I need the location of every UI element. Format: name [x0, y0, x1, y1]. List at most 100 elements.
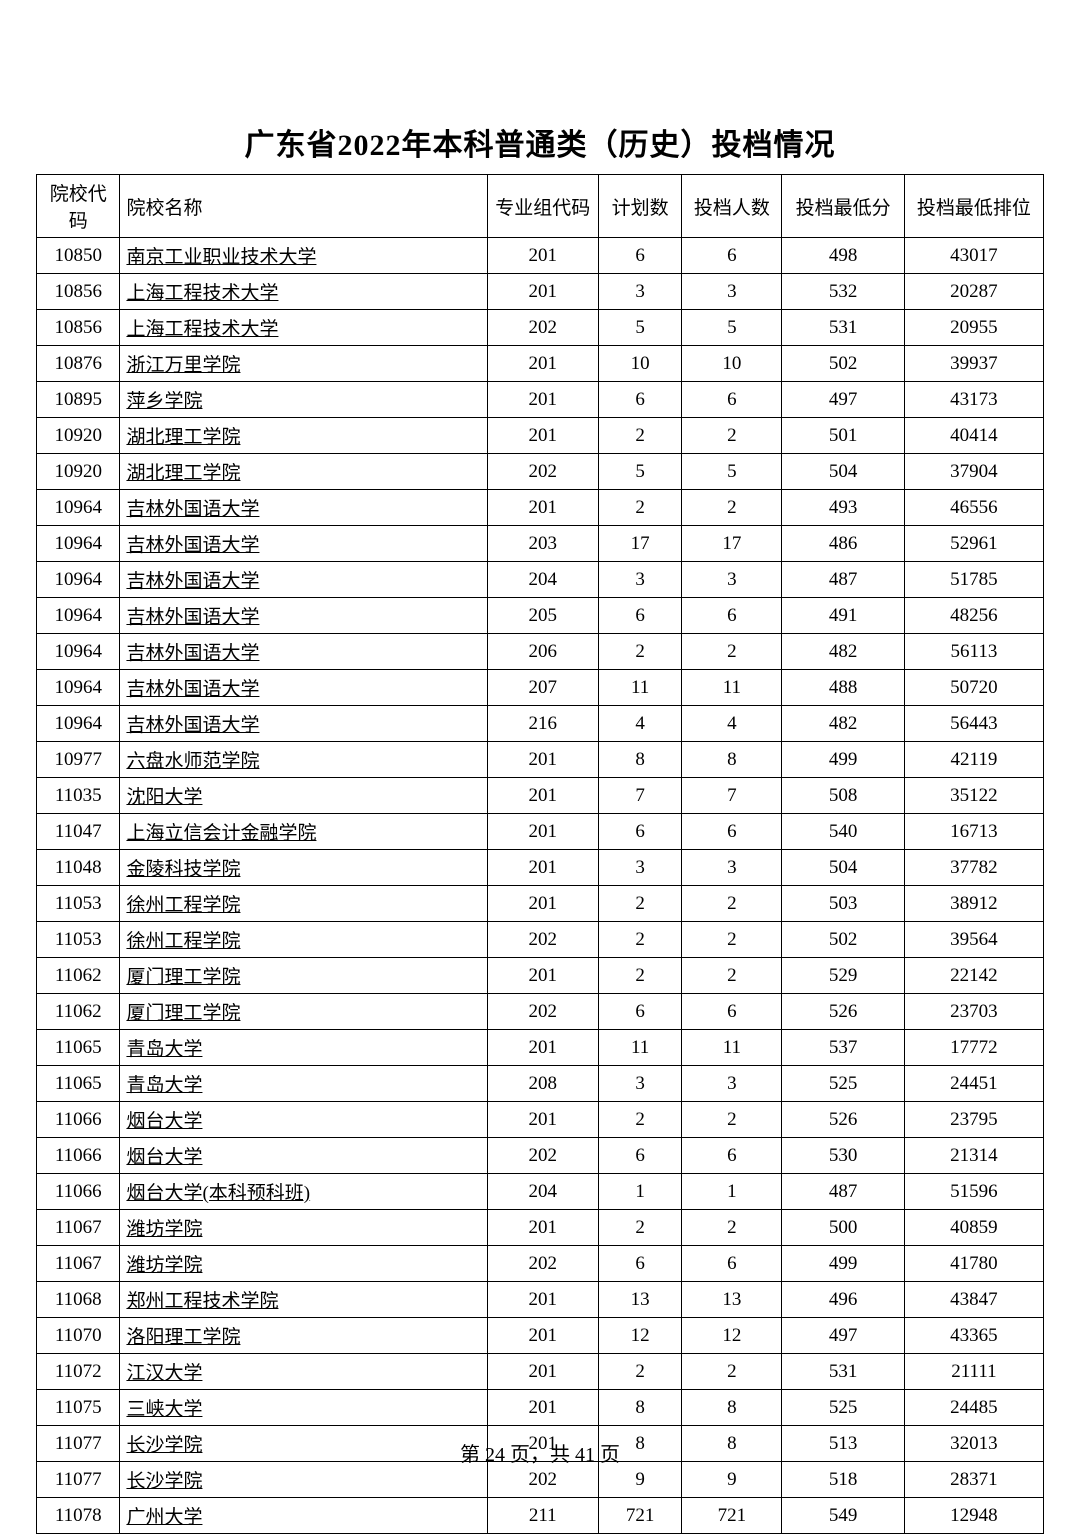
cell-score: 525 [782, 1390, 904, 1426]
cell-count: 5 [682, 454, 782, 490]
table-row: 10850南京工业职业技术大学2016649843017 [37, 238, 1044, 274]
cell-score: 482 [782, 634, 904, 670]
admission-table: 院校代码 院校名称 专业组代码 计划数 投档人数 投档最低分 投档最低排位 10… [36, 174, 1044, 1534]
table-row: 11053徐州工程学院2012250338912 [37, 886, 1044, 922]
cell-rank: 56443 [904, 706, 1043, 742]
cell-group: 204 [487, 1174, 598, 1210]
cell-code: 10920 [37, 454, 120, 490]
cell-name: 烟台大学(本科预科班) [120, 1174, 487, 1210]
cell-code: 11066 [37, 1174, 120, 1210]
table-row: 11066烟台大学(本科预科班)2041148751596 [37, 1174, 1044, 1210]
cell-score: 504 [782, 454, 904, 490]
cell-plan: 6 [598, 238, 681, 274]
cell-code: 11070 [37, 1318, 120, 1354]
cell-name: 洛阳理工学院 [120, 1318, 487, 1354]
cell-score: 532 [782, 274, 904, 310]
cell-count: 4 [682, 706, 782, 742]
cell-code: 11067 [37, 1246, 120, 1282]
table-row: 10977六盘水师范学院2018849942119 [37, 742, 1044, 778]
cell-name: 六盘水师范学院 [120, 742, 487, 778]
table-body: 10850南京工业职业技术大学201664984301710856上海工程技术大… [37, 238, 1044, 1534]
table-row: 11066烟台大学2026653021314 [37, 1138, 1044, 1174]
cell-code: 10964 [37, 562, 120, 598]
cell-rank: 38912 [904, 886, 1043, 922]
cell-group: 201 [487, 778, 598, 814]
header-score: 投档最低分 [782, 175, 904, 238]
cell-name: 吉林外国语大学 [120, 526, 487, 562]
cell-name: 潍坊学院 [120, 1210, 487, 1246]
cell-count: 17 [682, 526, 782, 562]
cell-plan: 2 [598, 1210, 681, 1246]
cell-score: 529 [782, 958, 904, 994]
cell-group: 203 [487, 526, 598, 562]
cell-score: 497 [782, 1318, 904, 1354]
cell-group: 201 [487, 274, 598, 310]
table-row: 11065青岛大学2083352524451 [37, 1066, 1044, 1102]
cell-score: 499 [782, 742, 904, 778]
cell-plan: 11 [598, 670, 681, 706]
cell-plan: 3 [598, 562, 681, 598]
cell-plan: 11 [598, 1030, 681, 1066]
cell-score: 531 [782, 310, 904, 346]
cell-count: 2 [682, 490, 782, 526]
cell-plan: 6 [598, 598, 681, 634]
cell-name: 金陵科技学院 [120, 850, 487, 886]
cell-plan: 12 [598, 1318, 681, 1354]
cell-rank: 39937 [904, 346, 1043, 382]
cell-rank: 21111 [904, 1354, 1043, 1390]
cell-score: 531 [782, 1354, 904, 1390]
cell-score: 540 [782, 814, 904, 850]
cell-code: 10850 [37, 238, 120, 274]
cell-count: 8 [682, 742, 782, 778]
cell-rank: 21314 [904, 1138, 1043, 1174]
cell-code: 11053 [37, 886, 120, 922]
cell-score: 501 [782, 418, 904, 454]
cell-name: 上海立信会计金融学院 [120, 814, 487, 850]
cell-rank: 37782 [904, 850, 1043, 886]
cell-name: 吉林外国语大学 [120, 670, 487, 706]
cell-group: 201 [487, 850, 598, 886]
cell-code: 10876 [37, 346, 120, 382]
cell-score: 503 [782, 886, 904, 922]
cell-score: 526 [782, 994, 904, 1030]
cell-name: 郑州工程技术学院 [120, 1282, 487, 1318]
cell-score: 498 [782, 238, 904, 274]
cell-score: 487 [782, 562, 904, 598]
cell-count: 3 [682, 850, 782, 886]
cell-score: 504 [782, 850, 904, 886]
cell-score: 486 [782, 526, 904, 562]
cell-group: 201 [487, 490, 598, 526]
table-row: 10876浙江万里学院201101050239937 [37, 346, 1044, 382]
cell-count: 13 [682, 1282, 782, 1318]
cell-plan: 6 [598, 1246, 681, 1282]
cell-group: 201 [487, 886, 598, 922]
page-title: 广东省2022年本科普通类（历史）投档情况 [36, 120, 1044, 164]
cell-name: 南京工业职业技术大学 [120, 238, 487, 274]
cell-group: 201 [487, 418, 598, 454]
cell-group: 201 [487, 1354, 598, 1390]
cell-name: 青岛大学 [120, 1066, 487, 1102]
cell-plan: 2 [598, 490, 681, 526]
cell-count: 2 [682, 922, 782, 958]
cell-count: 11 [682, 670, 782, 706]
cell-group: 201 [487, 742, 598, 778]
cell-name: 浙江万里学院 [120, 346, 487, 382]
cell-count: 6 [682, 994, 782, 1030]
cell-plan: 721 [598, 1498, 681, 1534]
cell-group: 201 [487, 1390, 598, 1426]
cell-count: 2 [682, 634, 782, 670]
cell-count: 1 [682, 1174, 782, 1210]
cell-count: 6 [682, 1138, 782, 1174]
cell-count: 3 [682, 562, 782, 598]
cell-score: 537 [782, 1030, 904, 1066]
cell-code: 11075 [37, 1390, 120, 1426]
cell-group: 202 [487, 1138, 598, 1174]
header-name: 院校名称 [120, 175, 487, 238]
cell-name: 湖北理工学院 [120, 454, 487, 490]
footer-total: 41 [575, 1444, 595, 1466]
cell-rank: 52961 [904, 526, 1043, 562]
footer-prefix: 第 [460, 1444, 485, 1466]
cell-count: 2 [682, 958, 782, 994]
table-row: 11067潍坊学院2012250040859 [37, 1210, 1044, 1246]
footer-page: 24 [485, 1444, 505, 1466]
